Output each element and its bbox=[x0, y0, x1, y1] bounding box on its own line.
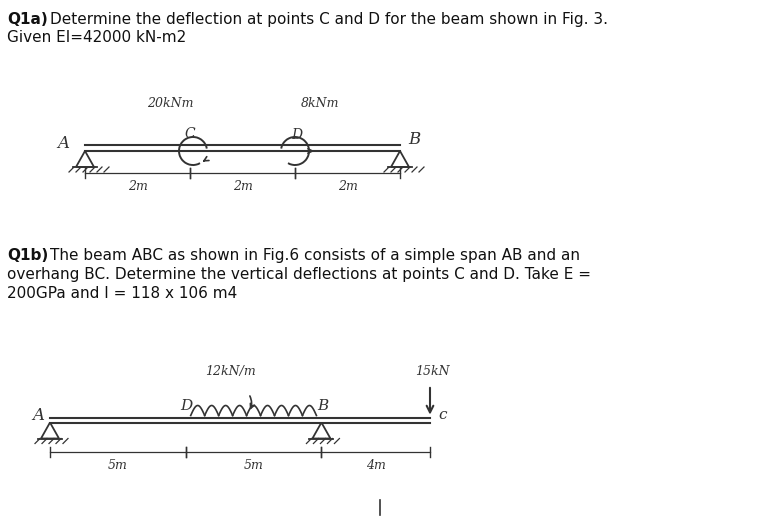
Text: A: A bbox=[57, 134, 69, 152]
Text: D: D bbox=[291, 128, 302, 142]
Text: overhang BC. Determine the vertical deflections at points C and D. Take E =: overhang BC. Determine the vertical defl… bbox=[7, 267, 591, 282]
Text: 5m: 5m bbox=[243, 459, 264, 472]
Text: 2m: 2m bbox=[337, 180, 358, 193]
Text: B: B bbox=[318, 399, 329, 413]
Text: Q1b): Q1b) bbox=[7, 248, 49, 263]
Text: 12kN/m: 12kN/m bbox=[205, 365, 255, 378]
Text: A: A bbox=[32, 406, 44, 424]
Text: 200GPa and I = 118 x 106 m4: 200GPa and I = 118 x 106 m4 bbox=[7, 286, 237, 301]
Text: 2m: 2m bbox=[233, 180, 252, 193]
Text: 20kNm: 20kNm bbox=[147, 97, 193, 110]
Text: 5m: 5m bbox=[108, 459, 128, 472]
Text: D: D bbox=[180, 399, 193, 413]
Text: B: B bbox=[408, 131, 420, 148]
Text: 15kN: 15kN bbox=[415, 365, 449, 378]
Text: 8kNm: 8kNm bbox=[301, 97, 340, 110]
Text: Q1a): Q1a) bbox=[7, 12, 48, 27]
Text: 4m: 4m bbox=[366, 459, 386, 472]
Text: c: c bbox=[438, 408, 446, 422]
Text: 2m: 2m bbox=[127, 180, 148, 193]
Text: Given EI=42000 kN-m2: Given EI=42000 kN-m2 bbox=[7, 30, 186, 45]
Text: Determine the deflection at points C and D for the beam shown in Fig. 3.: Determine the deflection at points C and… bbox=[50, 12, 608, 27]
Text: C: C bbox=[184, 127, 195, 141]
Text: The beam ABC as shown in Fig.6 consists of a simple span AB and an: The beam ABC as shown in Fig.6 consists … bbox=[50, 248, 580, 263]
